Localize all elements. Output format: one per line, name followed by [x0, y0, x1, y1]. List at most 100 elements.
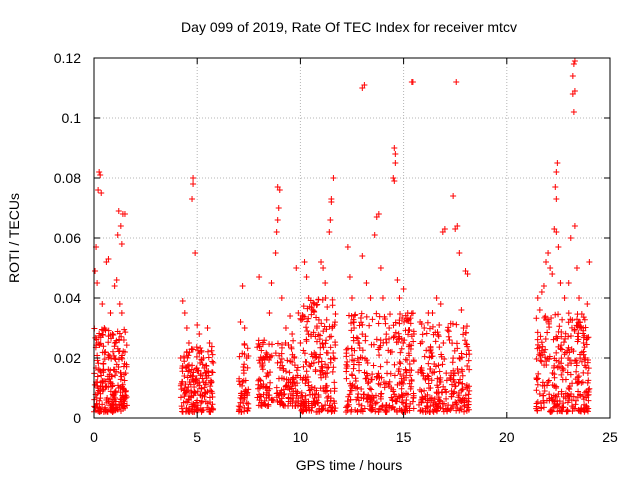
data-point	[428, 377, 435, 384]
data-point	[558, 333, 565, 340]
data-point	[298, 389, 305, 396]
data-point	[538, 339, 545, 346]
data-point	[307, 391, 314, 398]
data-point	[197, 399, 204, 406]
data-point	[345, 312, 352, 319]
data-point	[208, 379, 215, 385]
data-point	[121, 326, 128, 333]
data-point	[350, 365, 357, 372]
data-point	[583, 364, 589, 371]
data-point	[274, 359, 281, 366]
data-point	[267, 369, 274, 376]
data-point	[433, 402, 440, 409]
data-point	[280, 401, 287, 408]
data-point	[558, 371, 565, 378]
data-point	[407, 372, 414, 379]
data-point	[547, 265, 554, 271]
data-point	[363, 357, 370, 364]
data-point	[417, 319, 424, 325]
data-point	[105, 351, 112, 358]
data-point	[405, 331, 412, 338]
data-point	[185, 352, 192, 359]
data-point	[369, 404, 376, 411]
data-point	[575, 378, 582, 385]
data-point	[426, 325, 433, 332]
data-point	[179, 408, 186, 415]
data-point	[355, 391, 362, 397]
data-point	[107, 367, 114, 374]
data-point	[555, 358, 562, 365]
data-point	[382, 380, 389, 387]
data-point	[208, 405, 215, 412]
data-point	[401, 318, 408, 325]
data-point	[327, 387, 334, 394]
data-point	[311, 391, 318, 397]
data-point	[390, 322, 397, 329]
data-point	[189, 404, 196, 411]
data-point	[584, 359, 591, 366]
data-point	[392, 329, 399, 336]
data-point	[186, 361, 193, 368]
data-point	[120, 337, 127, 343]
data-point	[197, 372, 204, 379]
data-point	[289, 331, 296, 337]
data-point	[424, 399, 431, 406]
data-point	[96, 169, 103, 175]
data-point	[109, 331, 116, 337]
data-point	[581, 316, 588, 323]
data-point	[571, 327, 578, 334]
data-point	[425, 360, 432, 367]
data-point	[402, 366, 409, 373]
data-point	[391, 391, 398, 398]
data-point	[188, 373, 195, 380]
data-point	[199, 375, 206, 382]
data-point	[258, 382, 265, 389]
data-point	[584, 392, 591, 399]
data-point	[567, 235, 574, 241]
data-point	[444, 327, 451, 334]
data-point	[371, 232, 378, 238]
data-point	[437, 379, 444, 385]
data-point	[181, 373, 188, 380]
grid-layer	[94, 58, 610, 418]
data-point	[301, 313, 308, 320]
data-point	[550, 404, 557, 411]
data-point	[454, 345, 461, 352]
data-point	[550, 364, 557, 371]
data-point	[545, 250, 552, 256]
data-point	[424, 319, 431, 326]
data-point	[448, 390, 455, 397]
data-point	[322, 295, 329, 302]
data-point	[318, 363, 325, 370]
data-point	[113, 277, 120, 283]
data-point	[352, 311, 359, 318]
data-point	[244, 345, 251, 352]
data-point	[313, 387, 320, 394]
data-point	[186, 367, 193, 374]
data-point	[263, 373, 270, 380]
data-point	[582, 355, 589, 361]
data-point	[565, 280, 572, 286]
data-point	[401, 337, 408, 344]
data-point	[244, 392, 251, 399]
data-point	[186, 379, 193, 386]
data-point	[306, 303, 313, 310]
data-point	[305, 295, 312, 301]
data-point	[534, 295, 541, 301]
data-point	[391, 372, 398, 379]
data-point	[581, 408, 588, 415]
data-point	[289, 392, 296, 399]
data-point	[204, 388, 211, 395]
data-point	[94, 280, 101, 286]
data-point	[302, 358, 309, 365]
data-point	[205, 372, 212, 379]
data-point	[366, 322, 373, 329]
data-point	[284, 357, 291, 364]
data-point	[569, 73, 576, 79]
data-point	[258, 356, 265, 363]
data-point	[204, 325, 211, 331]
data-point	[343, 365, 350, 372]
data-point	[276, 364, 283, 371]
data-point	[363, 280, 370, 286]
data-point	[237, 319, 244, 325]
